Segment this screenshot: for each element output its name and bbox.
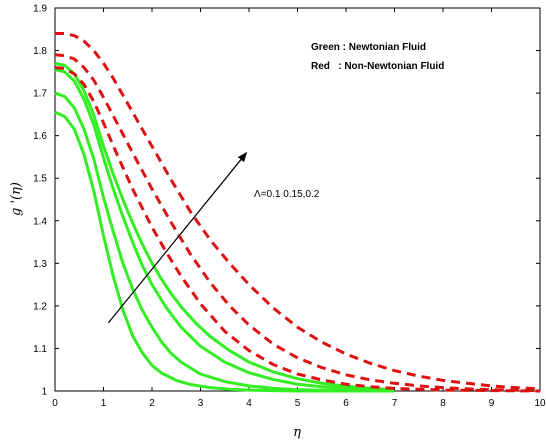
y-tick-label: 1.9 <box>33 4 47 15</box>
x-tick-label: 10 <box>534 398 546 409</box>
series-line-green-4 <box>54 61 395 392</box>
series-line-red-7 <box>55 32 541 391</box>
y-tick-label: 1.6 <box>33 131 47 142</box>
x-tick-label: 1 <box>101 398 107 409</box>
series-group <box>54 32 541 393</box>
y-tick-label: 1.7 <box>33 89 47 100</box>
x-tick-label: 2 <box>149 398 155 409</box>
x-tick-label: 6 <box>343 398 349 409</box>
y-tick-label: 1.2 <box>33 301 47 312</box>
x-tick-label: 3 <box>198 398 204 409</box>
legend-red: Red : Non-Newtonian Fluid <box>311 61 444 72</box>
series-line-green-1 <box>54 110 395 393</box>
x-tick-label: 4 <box>246 398 252 409</box>
y-tick-label: 1 <box>41 387 47 398</box>
y-tick-label: 1.5 <box>33 174 47 185</box>
x-tick-label: 5 <box>295 398 301 409</box>
series-line-red-5 <box>54 66 541 393</box>
y-tick-label: 1.1 <box>33 344 47 355</box>
legend-green: Green : Newtonian Fluid <box>311 42 426 53</box>
x-axis-title: η <box>293 425 301 440</box>
x-tick-label: 9 <box>489 398 495 409</box>
annotation-label: Λ=0.1 0.15,0.2 <box>254 189 320 200</box>
series-line-red-6 <box>54 53 541 393</box>
series-line-green-3 <box>54 68 395 392</box>
x-tick-label: 8 <box>440 398 446 409</box>
y-tick-label: 1.8 <box>33 46 47 57</box>
y-tick-label: 1.4 <box>33 216 47 227</box>
y-tick-label: 1.3 <box>33 259 47 270</box>
series-line-green-2 <box>54 91 395 393</box>
x-tick-label: 0 <box>52 398 58 409</box>
y-axis-title: g '(η) <box>9 182 24 216</box>
x-tick-label: 7 <box>392 398 398 409</box>
annotation-arrow <box>107 151 248 324</box>
